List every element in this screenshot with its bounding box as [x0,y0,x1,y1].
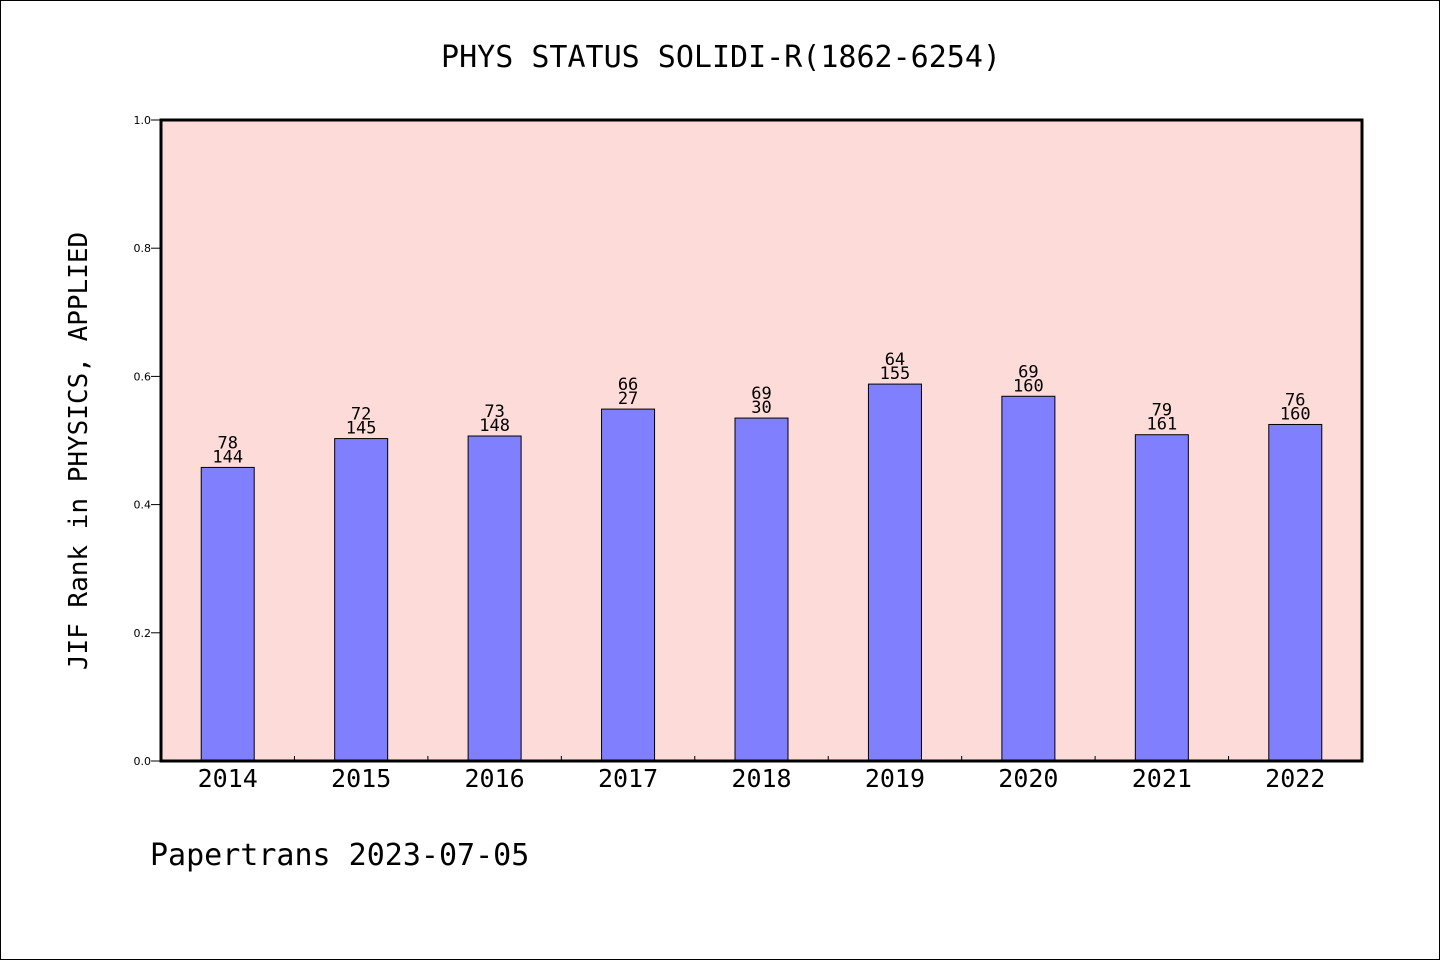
y-tick-label: 0.6 [134,370,152,383]
bar-label-rank: 79 [1152,401,1172,421]
bar-label-total: 145 [346,419,377,439]
x-tick-label: 2019 [865,764,925,793]
x-tick-label: 2017 [598,764,658,793]
x-tick-label: 2016 [465,764,525,793]
plot-border [159,118,1364,763]
y-tick-label: 0.8 [134,242,152,255]
bar-label-rank: 64 [885,350,905,370]
bar-2019 [867,383,922,762]
bar-label-rank: 66 [618,375,638,395]
x-tick-label: 2014 [198,764,258,793]
bar-2021 [1134,434,1189,762]
bar-2022 [1268,423,1323,762]
bar-label-total: 160 [1280,404,1311,424]
footer-credit: Papertrans 2023-07-05 [150,838,529,873]
bar-label-total: 27 [618,389,638,409]
bar-2020 [1001,395,1056,762]
y-axis-label: JIF Rank in PHYSICS, APPLIED [64,232,94,670]
bar-label-total: 161 [1146,415,1177,435]
x-axis: 2014 2015 2016 2017 2018 2019 2020 2021 2022 [198,756,1325,793]
x-tick-label: 2018 [731,764,791,793]
bars-layer [200,383,1323,762]
bar-label-rank: 69 [751,384,771,404]
y-tick-label: 0.0 [134,755,152,768]
bar-label-rank: 73 [484,402,504,422]
x-tick-label: 2015 [331,764,391,793]
y-tick-label: 1.0 [134,114,152,127]
y-tick-label: 0.2 [134,627,152,640]
bar-label-total: 160 [1013,376,1044,396]
chart-title: PHYS STATUS SOLIDI-R(1862-6254) [441,40,1001,75]
bar-2017 [601,408,656,762]
bar-label-rank: 78 [217,433,237,453]
bar-label-rank: 72 [351,405,371,425]
y-tick-label: 0.4 [134,499,152,512]
bar-label-total: 155 [880,364,911,384]
bar-label-total: 148 [479,416,510,436]
bar-2018 [734,417,789,762]
bar-label-total: 30 [751,398,771,418]
bar-label-rank: 69 [1018,362,1038,382]
bar-label-rank: 76 [1285,390,1305,410]
bar-label-total: 144 [212,447,243,467]
y-axis: 0.0 0.2 0.4 0.6 0.8 1.0 [134,114,161,768]
x-tick-label: 2021 [1132,764,1192,793]
bar-2016 [467,435,522,762]
x-tick-label: 2020 [998,764,1058,793]
bar-2015 [334,438,389,762]
x-tick-label: 2022 [1265,764,1325,793]
bar-2014 [200,466,255,762]
